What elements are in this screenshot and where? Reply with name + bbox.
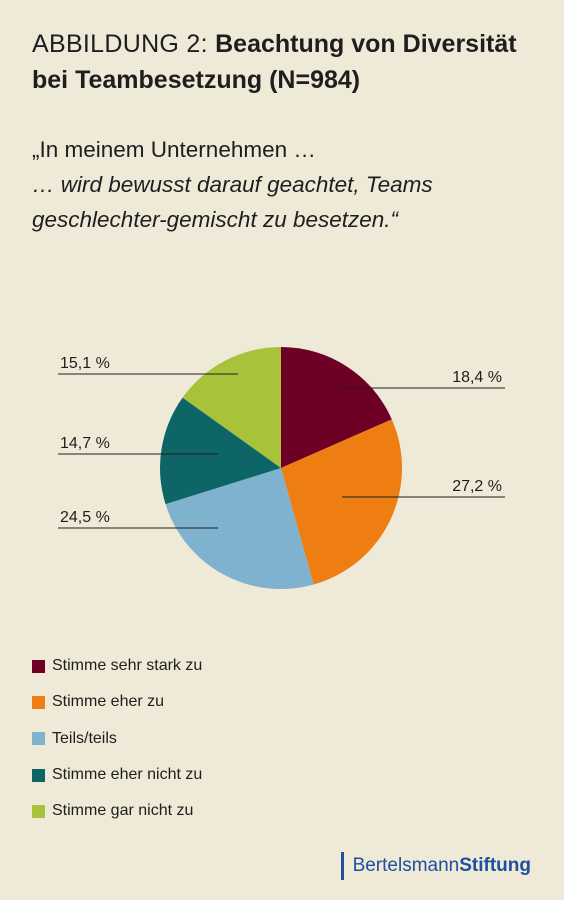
pie-slice-stimme-eher-nicht-zu [160, 397, 281, 505]
pie-slice-stimme-gar-nicht-zu [182, 347, 281, 468]
bertelsmann-stiftung-logo: Bertelsmann Stiftung [340, 852, 531, 880]
legend-swatch [32, 659, 45, 673]
logo-text-bertelsmann: Bertelsmann [352, 855, 460, 876]
pie-chart: 18,4 % 27,2 % 24,5 % 14,7 % 15,1 % [58, 347, 505, 589]
data-label-stimme-gar-nicht-zu: 15,1 % [60, 355, 110, 372]
legend-item-stimme-eher-zu: Stimme eher zu [32, 684, 202, 720]
figure-title: Beachtung von Diversität bei Teambesetzu… [32, 30, 517, 94]
legend-item-stimme-sehr-stark-zu: Stimme sehr stark zu [32, 648, 202, 684]
legend-item-stimme-eher-nicht-zu: Stimme eher nicht zu [32, 757, 202, 793]
data-label-teils-teils: 24,5 % [60, 509, 110, 526]
legend-label: Stimme eher nicht zu [52, 766, 203, 784]
legend-swatch [32, 695, 45, 709]
pie-slice-stimme-eher-zu [281, 419, 402, 585]
logo-text-stiftung: Stiftung [459, 855, 531, 876]
legend-item-stimme-gar-nicht-zu: Stimme gar nicht zu [32, 793, 202, 829]
chart-subtitle: „In meinem Unternehmen … … wird bewusst … [32, 132, 542, 237]
pie-slice-teils-teils [165, 468, 314, 589]
legend-item-teils-teils: Teils/teils [32, 721, 202, 757]
figure-number: ABBILDUNG 2: [32, 30, 216, 58]
legend-swatch [32, 804, 45, 818]
legend-label: Stimme eher zu [52, 693, 165, 711]
data-label-stimme-eher-nicht-zu: 14,7 % [60, 435, 110, 452]
subtitle-line-1: „In meinem Unternehmen … [32, 137, 316, 162]
chart-title: ABBILDUNG 2: Beachtung von Diversität be… [32, 26, 542, 98]
data-label-stimme-eher-zu: 27,2 % [452, 478, 502, 495]
data-label-stimme-sehr-stark-zu: 18,4 % [452, 369, 502, 386]
legend-label: Stimme gar nicht zu [52, 802, 194, 820]
subtitle-line-2: … wird bewusst darauf geachtet, Teams ge… [32, 172, 433, 232]
legend-label: Teils/teils [52, 729, 117, 747]
legend-swatch [32, 732, 45, 746]
pie-slice-stimme-sehr-stark-zu [281, 347, 392, 468]
legend: Stimme sehr stark zu Stimme eher zu Teils/… [32, 648, 202, 829]
legend-label: Stimme sehr stark zu [52, 657, 203, 675]
legend-swatch [32, 768, 45, 782]
